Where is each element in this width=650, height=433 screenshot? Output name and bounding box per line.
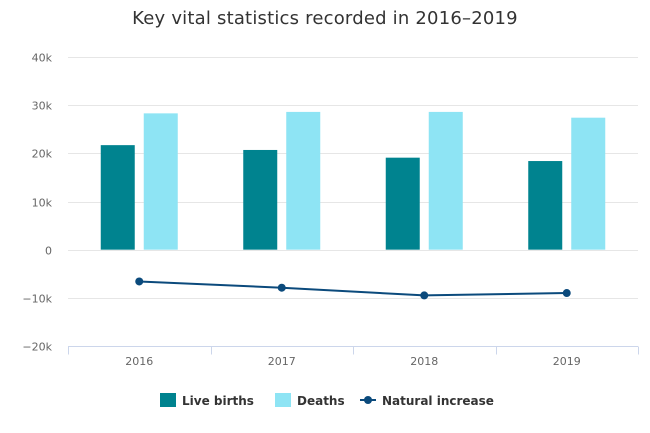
legend-item: Deaths — [275, 393, 345, 408]
bar-deaths — [571, 117, 606, 250]
y-tick-label: 30k — [32, 100, 53, 113]
y-tick-label: 20k — [32, 148, 53, 161]
legend-swatch — [160, 393, 176, 407]
legend-swatch — [275, 393, 291, 407]
chart-title: Key vital statistics recorded in 2016–20… — [132, 8, 518, 29]
legend-item: Live births — [160, 393, 254, 408]
line-point — [420, 291, 429, 300]
legend-swatch-marker — [364, 396, 372, 404]
x-tick-label: 2016 — [125, 355, 153, 368]
line-layer — [135, 277, 571, 300]
legend-item: Natural increase — [360, 394, 494, 408]
bar-layer — [100, 111, 606, 250]
x-tick-label: 2019 — [553, 355, 581, 368]
y-tick-label: 40k — [32, 52, 53, 65]
bar-live-births — [100, 145, 135, 250]
legend-label: Live births — [182, 394, 254, 408]
legend: Live births Deaths Natural increase — [160, 393, 494, 408]
x-axis: 2016 2017 2018 2019 — [68, 346, 639, 368]
legend-label: Natural increase — [382, 394, 494, 408]
bar-live-births — [528, 161, 563, 250]
line-point — [277, 283, 286, 292]
bar-live-births — [385, 157, 420, 250]
y-axis-ticks: 40k 30k 20k 10k 0 −10k −20k — [22, 52, 52, 354]
bar-deaths — [286, 111, 321, 250]
line-point — [135, 277, 144, 286]
bar-deaths — [428, 111, 463, 250]
x-tick-label: 2017 — [268, 355, 296, 368]
line-point — [562, 289, 571, 298]
y-tick-label: 0 — [45, 245, 52, 258]
bar-deaths — [143, 113, 178, 250]
y-tick-label: 10k — [32, 197, 53, 210]
series-line-natural-increase — [139, 280, 567, 297]
bar-live-births — [243, 149, 278, 250]
legend-label: Deaths — [297, 394, 345, 408]
y-tick-label: −20k — [22, 341, 52, 354]
y-tick-label: −10k — [22, 293, 52, 306]
x-tick-label: 2018 — [410, 355, 438, 368]
